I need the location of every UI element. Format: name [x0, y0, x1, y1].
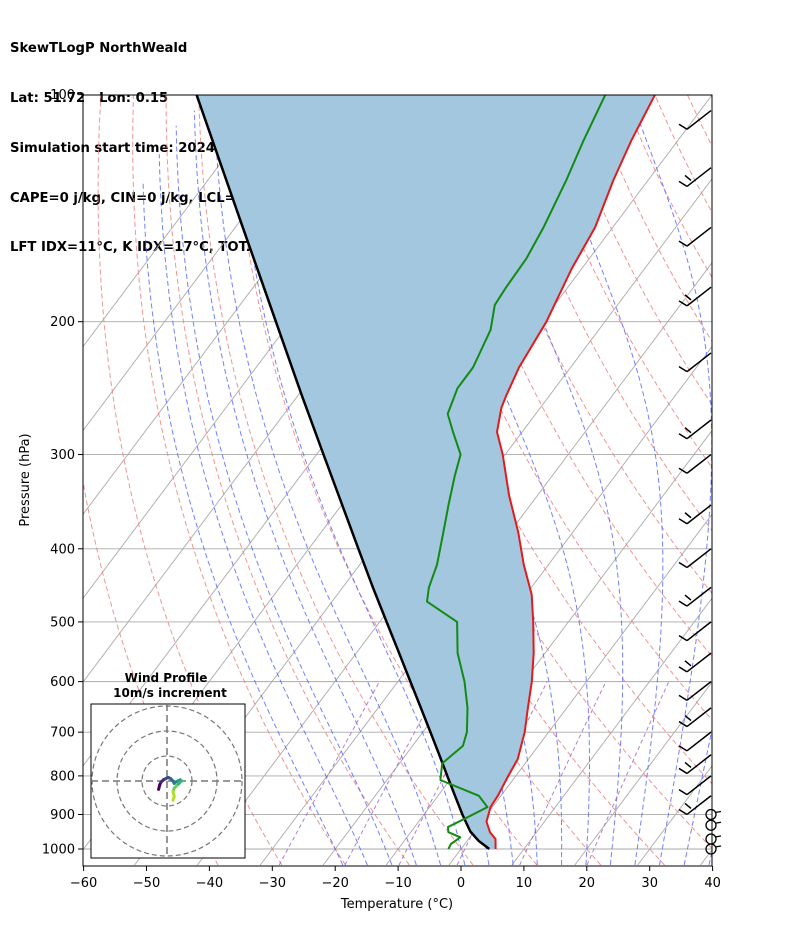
wind-barb: [678, 453, 712, 474]
mixing-ratio-line: [344, 681, 442, 866]
moist-adiabat-line: [175, 125, 393, 866]
dry-adiabat-line: [686, 95, 712, 148]
wind-barb: [678, 226, 712, 247]
x-tick-label: −50: [133, 876, 160, 891]
dry-adiabat-line: [132, 95, 347, 866]
wind-barb: [678, 707, 712, 728]
y-tick-label: 500: [50, 615, 75, 630]
x-tick-label: 20: [579, 876, 596, 891]
y-tick-label: 900: [50, 808, 75, 823]
wind-barb: [678, 731, 712, 752]
x-tick-label: −30: [259, 876, 286, 891]
isotherm-line: [574, 681, 712, 866]
wind-barb: [678, 167, 712, 188]
y-tick-label: 100: [50, 88, 75, 103]
moist-adiabat-line: [683, 726, 712, 866]
inset-subtitle: 10m/s increment: [113, 686, 227, 700]
moist-adiabat-line: [158, 154, 368, 866]
temperature-line: [485, 95, 656, 850]
moist-adiabat-line: [235, 95, 466, 866]
y-tick-label: 600: [50, 675, 75, 690]
x-axis-label: Temperature (°C): [340, 897, 453, 912]
wind-barb: [678, 586, 712, 607]
hodograph-segment: [171, 795, 176, 802]
wind-barb: [705, 833, 722, 845]
y-tick-label: 800: [50, 769, 75, 784]
dry-adiabat-line: [720, 95, 794, 865]
wind-barb: [705, 808, 722, 821]
wind-barb: [678, 681, 712, 701]
moist-adiabat-line: [466, 95, 624, 866]
cin-fill-area: [196, 95, 655, 849]
moist-adiabat-line: [213, 95, 442, 866]
moist-adiabat-line: [193, 110, 417, 866]
isotherm-line: [322, 345, 712, 866]
x-tick-label: 40: [704, 876, 721, 891]
moist-adiabat-line: [142, 180, 344, 866]
hodograph: [91, 704, 245, 858]
inset-title: Wind Profile: [125, 671, 208, 685]
isotherm-line: [83, 95, 273, 348]
x-tick-label: 0: [457, 876, 465, 891]
dry-adiabat-line: [524, 95, 712, 469]
dry-adiabat-line: [785, 95, 794, 865]
dry-adiabat-line: [458, 95, 712, 595]
wind-barb: [678, 419, 712, 440]
wind-barb: [678, 621, 712, 642]
x-tick-label: −60: [70, 876, 97, 891]
x-tick-label: −10: [384, 876, 411, 891]
mixing-ratio-line: [586, 681, 670, 866]
y-tick-label: 700: [50, 726, 75, 741]
isotherm-line: [637, 765, 712, 866]
wind-barb: [678, 754, 712, 775]
dry-adiabat-line: [97, 95, 283, 866]
moist-adiabat-line: [708, 849, 712, 866]
y-tick-label: 400: [50, 542, 75, 557]
mixing-ratio-line: [519, 681, 607, 866]
wind-barb: [678, 775, 712, 796]
isotherm-line: [259, 261, 712, 866]
wind-barb: [678, 795, 712, 816]
x-tick-label: −20: [321, 876, 348, 891]
dry-adiabat-line: [165, 95, 410, 866]
wind-barb: [705, 819, 722, 831]
wind-barb: [678, 652, 712, 673]
y-tick-label: 200: [50, 315, 75, 330]
x-tick-label: 10: [516, 876, 533, 891]
wind-barb: [678, 286, 712, 307]
wind-barb: [678, 504, 712, 525]
dry-adiabat-line: [198, 95, 474, 866]
isotherm-line: [448, 513, 712, 866]
dewpoint-line: [426, 95, 607, 850]
wind-barb: [678, 352, 712, 373]
parcel-profile-line: [195, 95, 491, 850]
dry-adiabat-line: [753, 95, 794, 865]
mixing-ratio-line: [278, 681, 380, 866]
dry-adiabat-line: [230, 95, 538, 866]
moist-adiabat-line: [629, 95, 712, 866]
wind-barb: [678, 109, 712, 130]
chart-title: SkewTLogP NorthWeald: [10, 41, 188, 57]
y-axis-label: Pressure (hPa): [18, 433, 33, 526]
dry-adiabat-line: [491, 95, 712, 532]
x-tick-label: −40: [196, 876, 223, 891]
wind-barb: [678, 548, 712, 569]
x-tick-label: 30: [641, 876, 658, 891]
y-tick-label: 1000: [42, 843, 75, 858]
dry-adiabat-line: [621, 95, 712, 279]
plot-frame: [82, 94, 713, 867]
y-tick-label: 300: [50, 448, 75, 463]
isotherm-line: [700, 849, 712, 866]
